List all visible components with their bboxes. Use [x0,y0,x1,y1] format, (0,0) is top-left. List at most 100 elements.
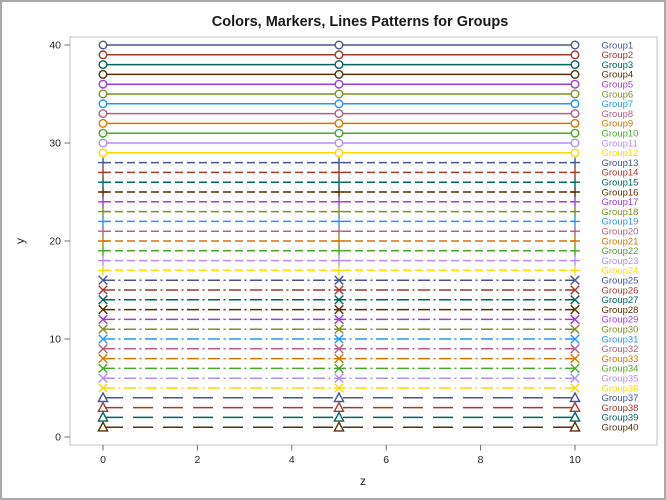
series-label: Group1 [602,40,634,51]
x-tick-label: 2 [194,454,200,466]
circle-marker [334,118,344,128]
x-marker [334,363,344,374]
circle-marker [570,128,580,138]
circle-marker [570,148,580,158]
x-marker [334,373,344,383]
plus-marker [334,206,344,217]
series-label: Group24 [602,266,639,277]
series-label: Group3 [602,60,634,71]
series-label: Group8 [602,109,634,120]
plus-marker [98,245,108,256]
x-marker [334,324,344,334]
circle-marker [570,89,580,99]
circle-marker [334,89,344,99]
plus-marker [334,187,344,197]
y-axis-label: y [13,238,27,244]
series-label: Group15 [602,178,639,189]
plus-marker [98,177,108,188]
x-marker [570,383,580,393]
series-layer: Group1Group2Group3Group4Group5Group6Grou… [97,40,639,434]
plus-marker [570,245,580,256]
x-tick-label: 6 [383,454,389,466]
series-label: Group26 [602,285,639,296]
circle-marker [334,138,344,148]
plus-marker [334,255,344,266]
x-marker [98,373,108,383]
x-marker [334,383,344,393]
series-label: Group29 [602,315,639,326]
series-label: Group39 [602,413,639,424]
plus-marker [334,245,344,256]
x-tick-label: 10 [569,454,581,466]
x-marker [334,334,344,344]
triangle-marker [333,411,345,422]
x-marker [570,285,580,295]
y-tick-label: 0 [55,432,61,444]
plus-marker [334,226,344,237]
x-marker [570,295,580,305]
y-tick-label: 40 [49,40,61,52]
plus-marker [570,187,580,197]
plus-marker [570,157,580,168]
plus-marker [98,196,108,207]
plus-marker [98,255,108,266]
circle-marker [98,99,108,109]
circle-marker [98,60,108,70]
circle-marker [334,148,344,158]
circle-marker [570,40,580,50]
series-label: Group12 [602,148,639,159]
x-tick-label: 0 [100,454,106,466]
x-marker [334,353,344,364]
series-label: Group14 [602,168,639,179]
plus-marker [570,236,580,246]
plus-marker [98,216,108,227]
x-marker [98,334,108,344]
plus-marker [334,177,344,188]
circle-marker [334,50,344,60]
x-marker [334,344,344,354]
x-marker [98,314,108,325]
series-label: Group22 [602,246,639,257]
x-marker [98,353,108,364]
circle-marker [98,89,108,99]
circle-marker [570,69,580,79]
series-label: Group40 [602,423,639,434]
x-marker [570,324,580,334]
x-marker [98,275,108,285]
plus-marker [570,196,580,207]
circle-marker [98,128,108,138]
series-label: Group6 [602,89,634,100]
circle-marker [334,69,344,79]
series-label: Group32 [602,344,639,355]
x-marker [570,373,580,383]
x-marker [570,344,580,354]
circle-marker [98,148,108,158]
circle-marker [98,40,108,50]
circle-marker [98,69,108,79]
series-label: Group10 [602,129,639,140]
circle-marker [334,99,344,109]
plus-marker [98,206,108,217]
series-label: Group7 [602,99,634,110]
triangle-marker [333,391,345,403]
series-label: Group36 [602,383,639,394]
circle-marker [570,60,580,70]
x-marker [570,353,580,364]
series-label: Group33 [602,354,639,365]
x-marker [570,275,580,285]
circle-marker [334,79,344,89]
x-axis-label: z [360,474,366,488]
triangle-marker [97,420,109,432]
y-tick-label: 10 [49,334,61,346]
x-marker [98,285,108,295]
x-marker [570,314,580,325]
triangle-marker [333,401,345,412]
series-label: Group19 [602,217,639,228]
plus-marker [334,216,344,227]
series-label: Group38 [602,403,639,414]
plus-marker [570,177,580,188]
plus-marker [570,226,580,237]
x-marker [334,275,344,285]
plus-marker [334,265,344,276]
